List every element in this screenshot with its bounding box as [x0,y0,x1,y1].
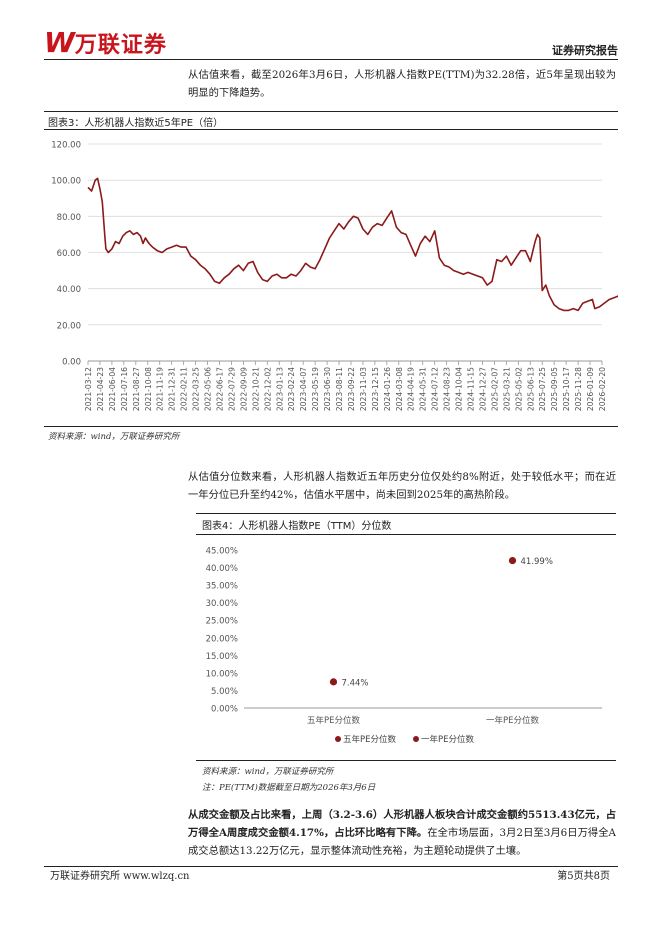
y-tick-label: 30.00% [206,599,238,609]
y-tick-label: 35.00% [206,582,238,592]
figure4-bottom-rule [196,760,616,761]
x-tick-label: 2021-11-19 [156,367,165,411]
figure4-note: 注：PE(TTM)数据截至日期为2026年3月6日 [202,783,376,793]
x-tick-label: 2025-11-28 [574,367,583,411]
x-tick-label: 2022-12-02 [263,367,272,411]
legend-marker [335,736,341,742]
x-tick-label: 2025-03-21 [502,367,511,411]
footer-rule [44,866,618,867]
x-tick-label: 2025-05-02 [514,367,523,411]
turnover-bold-text: 从成交金额及占比来看，上周（3.2-3.6）人形机器人板块合计成交金额约5513… [188,809,616,839]
x-tick-label: 2022-05-06 [204,367,213,411]
report-type: 证券研究报告 [552,44,618,57]
y-tick-label: 40.00% [206,564,238,574]
footer-org: 万联证券研究所 www.wlzq.cn [50,871,190,882]
x-tick-label: 2024-08-23 [443,367,452,411]
x-tick-label: 2024-01-26 [383,367,392,411]
x-tick-label: 2023-09-22 [347,367,356,411]
x-tick-label: 2026-01-09 [586,367,595,411]
pe-line-chart: 0.00 20.00 40.00 60.00 80.00 100.00 120.00 2021… [51,141,618,411]
x-tick-label: 2023-04-07 [299,367,308,411]
y-tick-label: 45.00% [206,547,238,557]
turnover-normal-text: 在全市场层面，3月2日至3月6日万得全A成交总额达13.22万亿元，显示整体流动… [188,827,616,857]
x-tick-label: 2021-04-23 [96,367,105,411]
y-tick-label: 20.00 [57,321,81,331]
x-tick-label: 2023-02-24 [287,367,296,411]
x-tick-label: 2022-07-29 [227,367,236,411]
paragraph-percentile: 从估值分位数来看，人形机器人指数近五年历史分位仅处约8%附近，处于较低水平；而在… [188,471,616,501]
brand-logo: W 万联证券 [44,26,167,59]
pe-series-line [87,177,618,312]
x-tick-label: 2021-08-27 [132,367,141,411]
percentile-point [329,678,338,686]
x-tick-label: 2025-09-05 [550,367,559,411]
x-tick-label: 2025-10-17 [562,367,571,411]
y-tick-label: 120.00 [51,141,81,151]
x-tick-label: 2023-12-15 [371,367,380,411]
y-tick-label: 0.00% [211,705,238,715]
y-tick-label: 80.00 [57,213,81,223]
legend-label: 一年PE分位数 [421,734,474,745]
x-tick-label: 2026-02-20 [598,367,607,411]
x-tick-label: 2022-02-11 [180,367,189,411]
legend-marker [413,736,419,742]
figure4-source: 资料来源：wind，万联证券研究所 [202,767,334,777]
x-tick-label: 2022-03-25 [192,367,201,411]
x-tick-label: 2023-08-11 [335,367,344,411]
x-tick-label: 2025-02-07 [490,367,499,411]
x-tick-label: 2021-03-12 [84,367,93,411]
legend-label: 五年PE分位数 [343,734,396,745]
point-data-label: 7.44% [342,678,369,688]
x-tick-label: 2023-11-03 [359,367,368,411]
x-tick-label: 2022-10-21 [251,367,260,411]
x-category-label: 五年PE分位数 [307,715,360,726]
x-tick-label: 2024-05-31 [419,367,428,411]
x-tick-label: 2024-03-08 [395,367,404,411]
y-tick-label: 100.00 [51,177,81,187]
page-number: 第5页共8页 [557,871,610,882]
x-tick-label: 2025-07-25 [538,367,547,411]
percentile-chart: 0.00% 5.00% 10.00% 15.00% 20.00% 25.00% 30.00%… [206,547,602,745]
x-tick-label: 2025-06-13 [526,367,535,411]
paragraph-turnover: 从成交金额及占比来看，上周（3.2-3.6）人形机器人板块合计成交金额约5513… [188,806,616,860]
percentile-point [508,556,517,565]
figure3-bottom-rule [44,426,618,427]
y-tick-label: 25.00% [206,617,238,627]
figure3-source: 资料来源：wind，万联证券研究所 [48,432,180,442]
point-data-label: 41.99% [521,557,553,567]
x-tick-label: 2022-06-17 [215,367,224,411]
x-tick-label: 2024-04-19 [407,367,416,411]
x-tick-label: 2021-10-08 [144,367,153,411]
x-tick-label: 2023-05-19 [311,367,320,411]
x-tick-label: 2024-07-12 [431,367,440,411]
x-category-label: 一年PE分位数 [486,715,539,726]
x-tick-label: 2021-06-04 [108,367,117,411]
figure3-title-rule [44,129,618,130]
figure3-top-rule [44,111,618,112]
x-tick-label: 2024-10-04 [455,367,464,411]
y-tick-label: 10.00% [206,669,238,679]
figure4-top-rule [196,513,616,514]
x-tick-label: 2021-07-16 [120,367,129,411]
y-tick-label: 40.00 [57,285,81,295]
figure4-title: 图表4：人形机器人指数PE（TTM）分位数 [202,521,392,532]
x-tick-label: 2022-09-09 [239,367,248,411]
figure3-title: 图表3：人形机器人指数近5年PE（倍） [48,118,224,129]
x-tick-label: 2023-06-30 [323,367,332,411]
paragraph-pe-intro: 从估值来看，截至2026年3月6日，人形机器人指数PE(TTM)为32.28倍，… [188,69,616,99]
x-tick-label: 2023-01-13 [275,367,284,411]
y-tick-label: 0.00 [62,358,81,368]
logo-text: 万联证券 [74,32,167,58]
header-rule [44,59,618,60]
y-tick-label: 20.00% [206,634,238,644]
figure4-title-rule [196,534,616,535]
logo-mark: W [44,26,75,59]
y-tick-label: 15.00% [206,652,238,662]
x-tick-label: 2024-12-27 [478,367,487,411]
y-tick-label: 60.00 [57,249,81,259]
x-tick-label: 2021-12-31 [168,367,177,411]
x-tick-label: 2024-11-15 [467,367,476,411]
y-tick-label: 5.00% [211,687,238,697]
